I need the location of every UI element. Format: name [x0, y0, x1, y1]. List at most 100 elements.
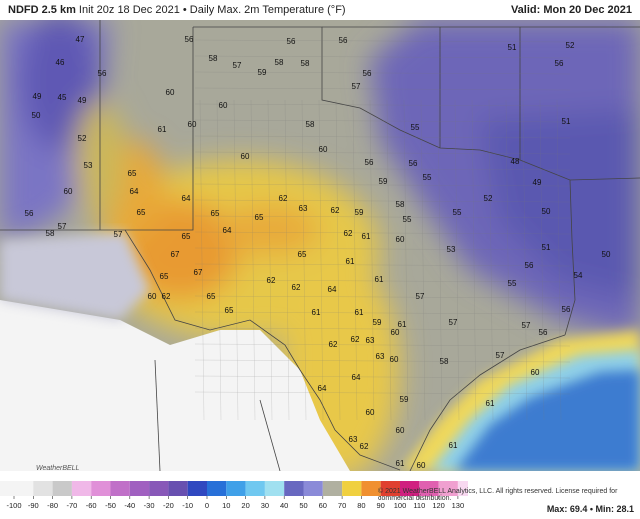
colorbar-segment [322, 481, 343, 496]
temperature-label: 65 [298, 250, 307, 259]
temperature-label: 53 [447, 245, 456, 254]
colorbar-label: 50 [299, 501, 307, 510]
temperature-label: 63 [349, 435, 358, 444]
temperature-label: 61 [396, 459, 405, 468]
county-line [194, 279, 571, 283]
temperature-label: 56 [365, 158, 374, 167]
colorbar-segment [187, 481, 207, 496]
county-line [335, 99, 341, 421]
county-line [369, 99, 375, 421]
county-line [194, 391, 571, 395]
temperature-label: 61 [158, 125, 167, 134]
county-line [267, 99, 273, 421]
colorbar-segment [52, 481, 72, 496]
colorbar-label: 40 [280, 501, 288, 510]
temperature-label: 65 [128, 169, 137, 178]
valid-time: Valid: Mon 20 Dec 2021 [510, 4, 632, 16]
colorbar-segment [380, 481, 400, 496]
county-line [194, 55, 571, 59]
county-line [250, 99, 256, 421]
temperature-label: 50 [602, 250, 611, 259]
colorbar-label: 100 [394, 501, 407, 510]
colorbar-label: 30 [261, 501, 269, 510]
county-line [216, 99, 222, 421]
county-line [318, 99, 324, 421]
temperature-label: 51 [542, 243, 551, 252]
county-line [194, 167, 571, 171]
colorbar-segment [0, 481, 34, 496]
colorbar-label: 60 [319, 501, 327, 510]
temperature-label: 59 [400, 395, 409, 404]
temperature-label: 48 [511, 157, 520, 166]
colorbar-segment [129, 481, 150, 496]
county-line [194, 199, 571, 203]
temperature-label: 65 [207, 292, 216, 301]
colorbar-label: 0 [205, 501, 209, 510]
county-line [194, 71, 571, 75]
colorbar-segment [303, 481, 323, 496]
county-line [194, 231, 571, 235]
temperature-label: 62 [329, 340, 338, 349]
temperature-label: 61 [486, 399, 495, 408]
colorbar-segment [226, 481, 246, 496]
colorbar-label: -60 [86, 501, 97, 510]
temperature-label: 56 [525, 261, 534, 270]
temperature-label: 55 [403, 215, 412, 224]
colorbar-segment [245, 481, 265, 496]
temperature-label: 57 [58, 222, 67, 231]
county-line [194, 359, 571, 363]
county-line [194, 343, 571, 347]
colorbar-label: -100 [6, 501, 21, 510]
temperature-label: 67 [194, 268, 203, 277]
temperature-label: 57 [114, 230, 123, 239]
colorbar-label: 10 [222, 501, 230, 510]
temperature-label: 65 [182, 232, 191, 241]
temperature-label: 60 [148, 292, 157, 301]
temperature-label: 56 [539, 328, 548, 337]
temperature-label: 60 [390, 355, 399, 364]
temperature-label: 64 [352, 373, 361, 382]
temperature-label: 60 [219, 101, 228, 110]
county-lines [194, 39, 571, 421]
temperature-label: 56 [287, 37, 296, 46]
colorbar-label: -20 [163, 501, 174, 510]
temperature-label: 60 [531, 368, 540, 377]
county-line [194, 375, 571, 379]
colorbar-segment [207, 481, 227, 496]
temperature-label: 55 [411, 123, 420, 132]
temperature-label: 57 [449, 318, 458, 327]
county-line [194, 183, 571, 187]
temperature-label: 53 [84, 161, 93, 170]
temperature-label: 62 [267, 276, 276, 285]
temperature-label: 63 [366, 336, 375, 345]
temperature-label: 56 [98, 69, 107, 78]
county-line [301, 99, 307, 421]
county-line [556, 99, 562, 421]
temperature-label: 58 [306, 120, 315, 129]
colorbar-label: -10 [182, 501, 193, 510]
temperature-label: 65 [255, 213, 264, 222]
temperature-label: 45 [58, 93, 67, 102]
temperature-label: 58 [301, 59, 310, 68]
temperature-label: 52 [566, 41, 575, 50]
logo: WeatherBELL [36, 465, 80, 472]
temperature-label: 56 [555, 59, 564, 68]
temperature-label: 56 [25, 209, 34, 218]
temperature-label: 50 [542, 207, 551, 216]
colorbar-segment [419, 481, 439, 496]
county-line [194, 135, 571, 139]
colorbar-label: -50 [105, 501, 116, 510]
temperature-label: 50 [32, 111, 41, 120]
temperature-label: 60 [166, 88, 175, 97]
colorbar-segment [361, 481, 381, 496]
colorbar-label: 20 [241, 501, 249, 510]
temperature-label: 62 [162, 292, 171, 301]
temperature-label: 55 [423, 173, 432, 182]
copyright: © 2021 WeatherBELL Analytics, LLC. All r… [378, 488, 618, 502]
county-line [194, 87, 571, 91]
temperature-label: 64 [328, 285, 337, 294]
colorbar-segment [91, 481, 111, 496]
county-line [194, 215, 571, 219]
